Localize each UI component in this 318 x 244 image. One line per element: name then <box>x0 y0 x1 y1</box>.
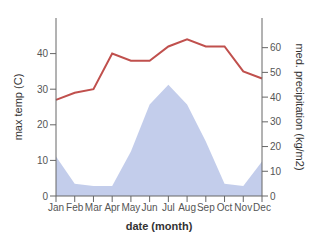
svg-text:Feb: Feb <box>66 202 84 213</box>
svg-text:20: 20 <box>270 141 282 152</box>
svg-text:40: 40 <box>270 92 282 103</box>
svg-text:med. precipitation (kg/m2): med. precipitation (kg/m2) <box>294 43 306 170</box>
svg-text:May: May <box>121 202 140 213</box>
svg-text:10: 10 <box>37 155 49 166</box>
svg-text:date (month): date (month) <box>126 220 193 232</box>
svg-text:Nov: Nov <box>234 202 252 213</box>
svg-text:20: 20 <box>37 119 49 130</box>
svg-text:Dec: Dec <box>253 202 271 213</box>
svg-text:60: 60 <box>270 42 282 53</box>
svg-text:0: 0 <box>42 191 48 202</box>
svg-text:max temp (C): max temp (C) <box>12 74 24 141</box>
svg-text:40: 40 <box>37 48 49 59</box>
svg-text:50: 50 <box>270 67 282 78</box>
svg-text:10: 10 <box>270 166 282 177</box>
svg-text:Jun: Jun <box>142 202 158 213</box>
svg-text:Jul: Jul <box>162 202 175 213</box>
svg-text:0: 0 <box>270 191 276 202</box>
svg-text:Apr: Apr <box>104 202 120 213</box>
svg-text:Oct: Oct <box>217 202 233 213</box>
svg-text:30: 30 <box>37 84 49 95</box>
svg-text:Jan: Jan <box>48 202 64 213</box>
svg-text:Sep: Sep <box>197 202 215 213</box>
svg-text:Mar: Mar <box>85 202 103 213</box>
svg-text:Aug: Aug <box>178 202 196 213</box>
svg-text:30: 30 <box>270 116 282 127</box>
